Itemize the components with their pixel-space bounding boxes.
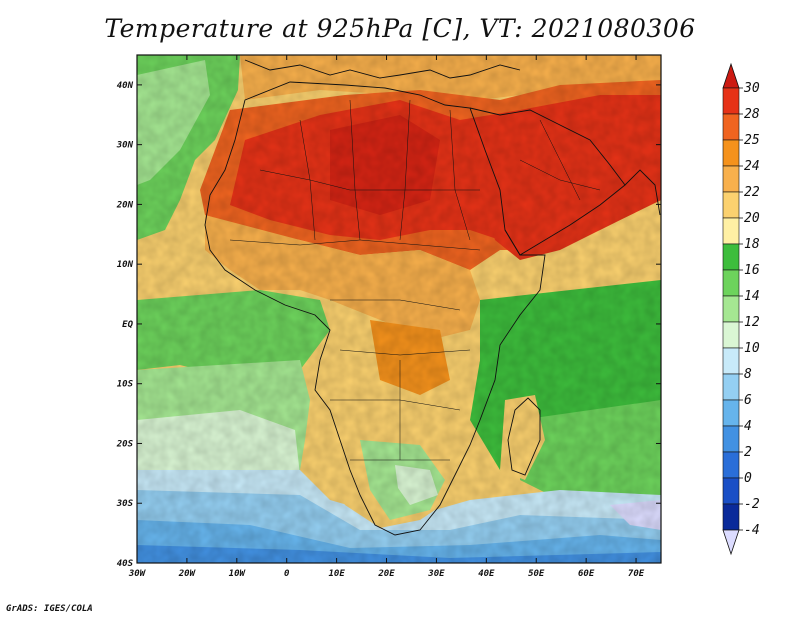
colorbar-label: 12 — [744, 315, 760, 330]
colorbar-label: 6 — [744, 393, 752, 408]
india-coastline — [624, 169, 661, 216]
country-borders — [229, 99, 601, 461]
colorbar-label: 16 — [744, 263, 760, 278]
x-tick-label: 10E — [328, 569, 345, 579]
africa-coastline — [204, 81, 546, 536]
colorbar-label: 10 — [744, 341, 760, 356]
colorbar-swatch — [722, 451, 740, 479]
x-tick-label: 50E — [528, 569, 545, 579]
colorbar-swatch — [722, 113, 740, 141]
colorbar-swatch — [722, 321, 740, 349]
colorbar-top-arrow — [722, 62, 740, 89]
x-tick-label: 20W — [178, 569, 197, 579]
colorbar-swatch — [722, 269, 740, 297]
colorbar-label: 20 — [744, 211, 760, 226]
madagascar-coastline — [507, 397, 541, 476]
x-tick-label: 30W — [128, 569, 147, 579]
colorbar-swatch — [722, 399, 740, 427]
colorbar-label: 8 — [744, 367, 752, 382]
colorbar-label: 4 — [744, 419, 752, 434]
y-tick-label: 30S — [116, 499, 134, 509]
colorbar-label: 18 — [744, 237, 760, 252]
colorbar-label: 25 — [744, 133, 760, 148]
x-tick-label: 10W — [229, 569, 247, 579]
arabia-coastline — [469, 107, 626, 256]
y-tick-label: 40S — [117, 559, 134, 569]
x-tick-label: 30E — [427, 569, 445, 579]
x-tick-label: 0 — [284, 569, 290, 579]
colorbar-swatch — [722, 477, 740, 505]
y-tick-label: EQ — [122, 320, 133, 330]
colorbar-swatch — [722, 217, 740, 245]
colorbar-label: 14 — [744, 289, 760, 304]
colorbar-label: -2 — [744, 497, 760, 512]
x-tick-label: 40E — [478, 569, 495, 579]
colorbar-swatch — [722, 87, 740, 115]
y-tick-label: 30N — [116, 141, 134, 151]
colorbar-label: 22 — [744, 185, 760, 200]
y-tick-label: 40N — [117, 81, 134, 91]
x-tick-label: 20E — [377, 569, 395, 579]
colorbar-swatch — [722, 243, 740, 271]
colorbar-label: 2 — [744, 445, 752, 460]
y-tick-label: 20N — [116, 200, 134, 210]
temperature-field — [137, 55, 661, 563]
x-tick-label: 60E — [578, 569, 595, 579]
y-tick-label: 20S — [116, 439, 134, 449]
credit-label: GrADS: IGES/COLA — [6, 604, 93, 614]
colorbar-swatch — [722, 165, 740, 193]
y-tick-label: 10S — [117, 380, 134, 390]
colorbar-bottom-arrow — [722, 529, 740, 556]
colorbar-swatch — [722, 425, 740, 453]
colorbar-swatch — [722, 191, 740, 219]
x-tick-label: 70E — [628, 569, 645, 579]
colorbar-swatch — [722, 295, 740, 323]
y-tick-label: 10N — [117, 260, 134, 270]
colorbar-swatch — [722, 139, 740, 167]
colorbar-label: 28 — [744, 107, 760, 122]
colorbar-label: 24 — [744, 159, 760, 174]
colorbar-label: 0 — [744, 471, 752, 486]
coastlines — [204, 59, 661, 536]
colorbar-swatch — [722, 347, 740, 375]
map-frame — [136, 54, 662, 564]
colorbar-swatch — [722, 503, 740, 531]
x-axis: 30W 20W 10W 0 10E 20E 30E 40E 50E 60E 70E — [128, 55, 645, 579]
europe-coastline — [244, 59, 521, 79]
y-axis: 40N 30N 20N 10N EQ 10S 20S 30S 40S — [116, 81, 661, 569]
colorbar-swatch — [722, 373, 740, 401]
colorbar-label: 30 — [743, 81, 760, 96]
map-title: Temperature at 925hPa [C], VT: 202108030… — [104, 14, 696, 43]
colorbar-label: -4 — [744, 523, 760, 538]
